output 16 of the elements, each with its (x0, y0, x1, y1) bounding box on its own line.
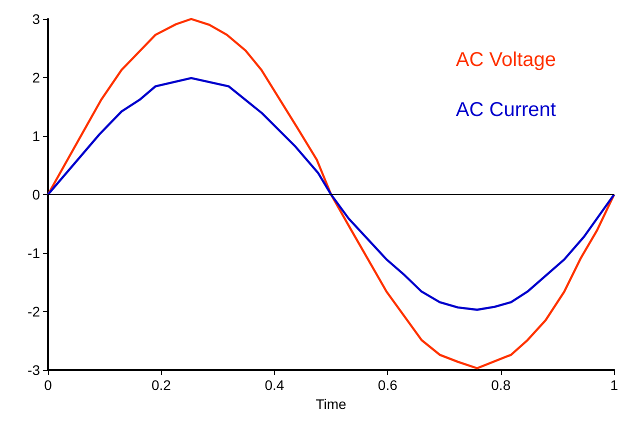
x-tick-label: 0.8 (491, 377, 511, 393)
y-tick-label: 2 (32, 70, 40, 86)
x-tick-label: 1 (610, 377, 618, 393)
x-tick-label: 0 (44, 377, 52, 393)
x-tick-label: 0.6 (378, 377, 398, 393)
x-tick-label: 0.2 (151, 377, 172, 393)
text: AC Current (456, 99, 556, 121)
text: AC Voltage (456, 49, 556, 71)
x-tick-label: 0.4 (264, 377, 284, 393)
y-tick-label: 1 (32, 128, 40, 144)
y-tick-label: 3 (32, 11, 40, 27)
y-tick-label: 0 (32, 186, 40, 202)
y-tick-label: -2 (28, 304, 40, 320)
y-tick-label: -3 (28, 362, 40, 378)
x-axis-title: Time (316, 396, 347, 412)
y-tick-label: -1 (28, 245, 40, 261)
